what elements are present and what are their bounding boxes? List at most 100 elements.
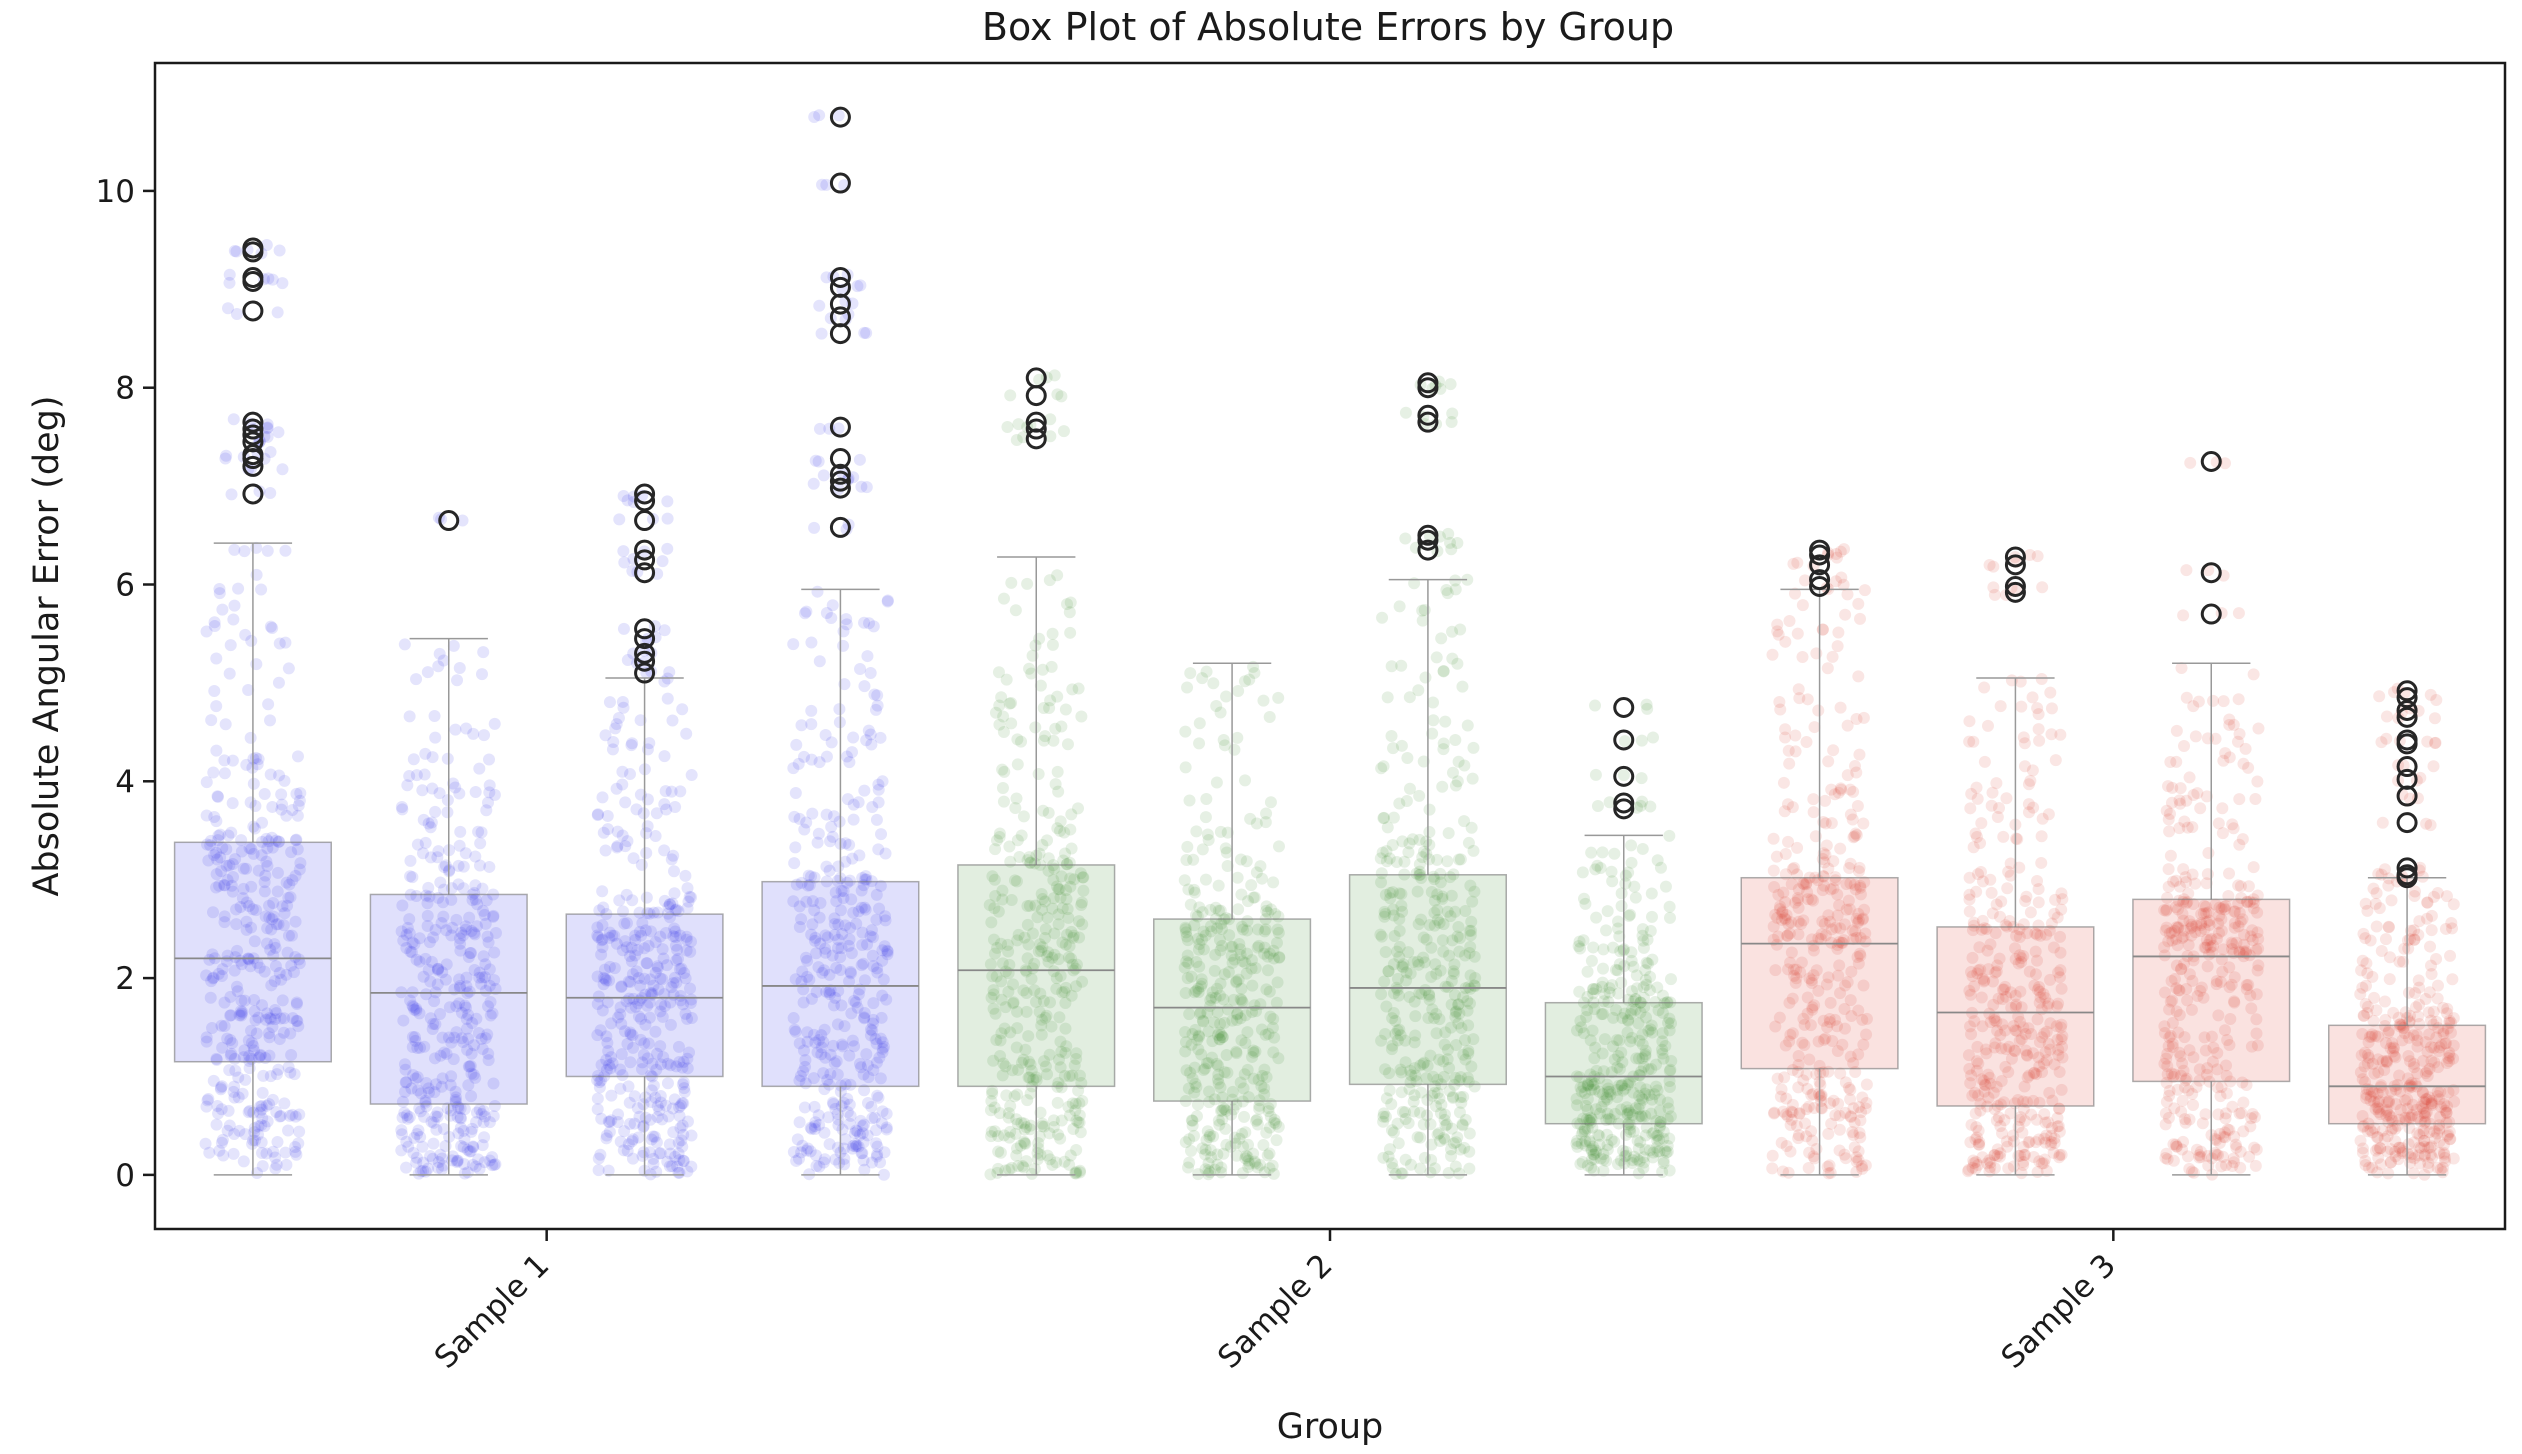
data-point xyxy=(469,1071,482,1084)
data-point xyxy=(441,752,454,765)
data-point xyxy=(238,545,251,558)
data-point xyxy=(1800,1130,1813,1143)
data-point xyxy=(866,800,879,813)
data-point xyxy=(1267,876,1280,889)
data-point xyxy=(239,1073,252,1086)
data-point xyxy=(629,1000,642,1013)
box-element xyxy=(565,483,724,1176)
data-point xyxy=(395,801,408,814)
data-point xyxy=(1199,873,1212,886)
y-tick-label: 4 xyxy=(115,764,135,800)
data-point xyxy=(437,654,450,667)
data-point xyxy=(624,1056,637,1069)
data-point xyxy=(1239,774,1252,787)
data-point xyxy=(289,951,302,964)
data-point xyxy=(467,1141,480,1154)
data-point xyxy=(805,928,818,941)
data-point xyxy=(2180,876,2193,889)
data-point xyxy=(447,1053,460,1066)
data-point xyxy=(211,790,224,803)
data-point xyxy=(606,1057,619,1070)
data-point xyxy=(282,929,295,942)
data-point xyxy=(486,1151,499,1164)
data-point xyxy=(452,859,465,872)
data-point xyxy=(1046,627,1059,640)
data-point xyxy=(425,955,438,968)
data-point xyxy=(1436,780,1449,793)
data-point xyxy=(245,843,258,856)
data-point xyxy=(591,929,604,942)
data-point xyxy=(482,1047,495,1060)
data-point xyxy=(262,1027,275,1040)
data-point xyxy=(451,1156,464,1169)
data-point xyxy=(661,495,674,508)
data-point xyxy=(800,816,813,829)
data-point xyxy=(837,639,850,652)
data-point xyxy=(652,983,665,996)
data-point xyxy=(294,857,307,870)
data-point xyxy=(789,1025,802,1038)
data-point xyxy=(621,1144,634,1157)
data-point xyxy=(1788,861,1801,874)
data-point xyxy=(1834,842,1847,855)
data-point xyxy=(2411,1010,2424,1023)
data-point xyxy=(229,853,242,866)
data-point xyxy=(403,913,416,926)
data-point xyxy=(788,810,801,823)
data-point xyxy=(213,879,226,892)
data-point xyxy=(1780,1092,1793,1105)
data-point xyxy=(1974,865,1987,878)
data-point xyxy=(820,808,833,821)
data-point xyxy=(419,1096,432,1109)
data-point xyxy=(1261,1149,1274,1162)
data-point xyxy=(673,1154,686,1167)
data-point xyxy=(468,928,481,941)
data-point xyxy=(1420,1109,1433,1122)
data-point xyxy=(1399,1153,1412,1166)
data-point xyxy=(253,1100,266,1113)
data-point xyxy=(1004,1100,1017,1113)
data-point xyxy=(264,620,277,633)
data-point xyxy=(678,1082,691,1095)
data-point xyxy=(858,680,871,693)
data-point xyxy=(221,874,234,887)
data-point xyxy=(292,1020,305,1033)
data-point xyxy=(259,869,272,882)
data-point xyxy=(641,820,654,833)
data-point xyxy=(420,889,433,902)
data-point xyxy=(1021,577,1034,590)
data-point xyxy=(2233,728,2246,741)
data-point xyxy=(228,1127,241,1140)
data-point xyxy=(431,1110,444,1123)
data-point xyxy=(216,963,229,976)
data-point xyxy=(1446,407,1459,420)
data-point xyxy=(436,896,449,909)
data-point xyxy=(1442,827,1455,840)
data-point xyxy=(673,1101,686,1114)
data-point xyxy=(2044,1138,2057,1151)
data-point xyxy=(436,966,449,979)
data-point xyxy=(1232,903,1245,916)
data-point xyxy=(404,870,417,883)
data-point xyxy=(289,1140,302,1153)
data-point xyxy=(276,277,289,290)
data-point xyxy=(1018,1135,1031,1148)
data-point xyxy=(672,952,685,965)
data-point xyxy=(603,1116,616,1129)
data-point xyxy=(651,1047,664,1060)
data-point xyxy=(219,718,232,731)
data-point xyxy=(218,916,231,929)
data-point xyxy=(451,1111,464,1124)
data-point xyxy=(465,1125,478,1138)
data-point xyxy=(1853,748,1866,761)
data-point xyxy=(406,871,419,884)
data-point xyxy=(403,770,416,783)
data-point xyxy=(437,883,450,896)
data-point xyxy=(669,1150,682,1163)
data-point xyxy=(813,299,826,312)
data-point xyxy=(446,1150,459,1163)
data-point xyxy=(276,994,289,1007)
data-point xyxy=(637,1048,650,1061)
data-point xyxy=(475,977,488,990)
data-point xyxy=(855,480,868,493)
